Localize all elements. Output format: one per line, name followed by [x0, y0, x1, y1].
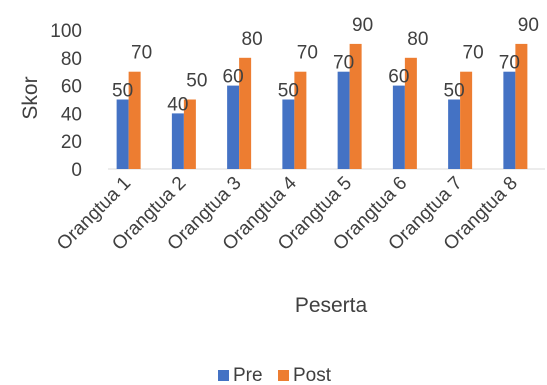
bar-pre [282, 99, 295, 169]
bar-pre [392, 85, 405, 169]
bar-post [404, 57, 417, 169]
bar-pre [503, 71, 516, 169]
data-label-pre: 50 [278, 81, 299, 102]
y-axis-title: Skor [19, 76, 42, 119]
bar-post [294, 71, 307, 169]
x-axis-title: Peserta [295, 294, 368, 317]
data-label-pre: 50 [112, 81, 133, 102]
bar-pre [227, 85, 240, 169]
data-label-post: 80 [242, 29, 263, 50]
y-tick-label: 20 [61, 132, 82, 153]
bar-pre [171, 113, 184, 169]
bar-pre [448, 99, 461, 169]
data-label-pre: 50 [444, 81, 465, 102]
data-label-post: 70 [297, 43, 318, 64]
data-label-post: 50 [186, 71, 207, 92]
y-tick-label: 0 [71, 160, 82, 181]
bar-post [128, 71, 141, 169]
data-label-pre: 60 [388, 67, 409, 88]
bars [116, 43, 528, 169]
data-label-post: 80 [407, 29, 428, 50]
data-label-pre: 70 [499, 53, 520, 74]
legend-label-post: Post [293, 365, 332, 385]
bar-post [349, 43, 362, 169]
bar-pre [337, 71, 350, 169]
bar-post [239, 57, 252, 169]
bar-post [460, 71, 473, 169]
legend: Pre Post [218, 365, 332, 385]
y-tick-label: 100 [50, 21, 82, 42]
y-tick-label: 40 [61, 104, 82, 125]
legend-swatch-pre [218, 370, 229, 381]
y-tick-label: 60 [61, 77, 82, 98]
data-label-post: 90 [518, 15, 539, 36]
data-label-pre: 70 [333, 53, 354, 74]
data-label-post: 70 [131, 43, 152, 64]
data-label-post: 90 [352, 15, 373, 36]
y-axis-ticks: 0 20 40 60 80 100 [50, 21, 82, 181]
bar-pre [116, 99, 129, 169]
data-label-post: 70 [463, 43, 484, 64]
y-tick-label: 80 [61, 49, 82, 70]
bar-post [515, 43, 528, 169]
legend-swatch-post [278, 370, 289, 381]
data-label-pre: 60 [223, 67, 244, 88]
bar-post [183, 99, 196, 169]
data-label-pre: 40 [167, 94, 188, 115]
legend-label-pre: Pre [233, 365, 263, 385]
